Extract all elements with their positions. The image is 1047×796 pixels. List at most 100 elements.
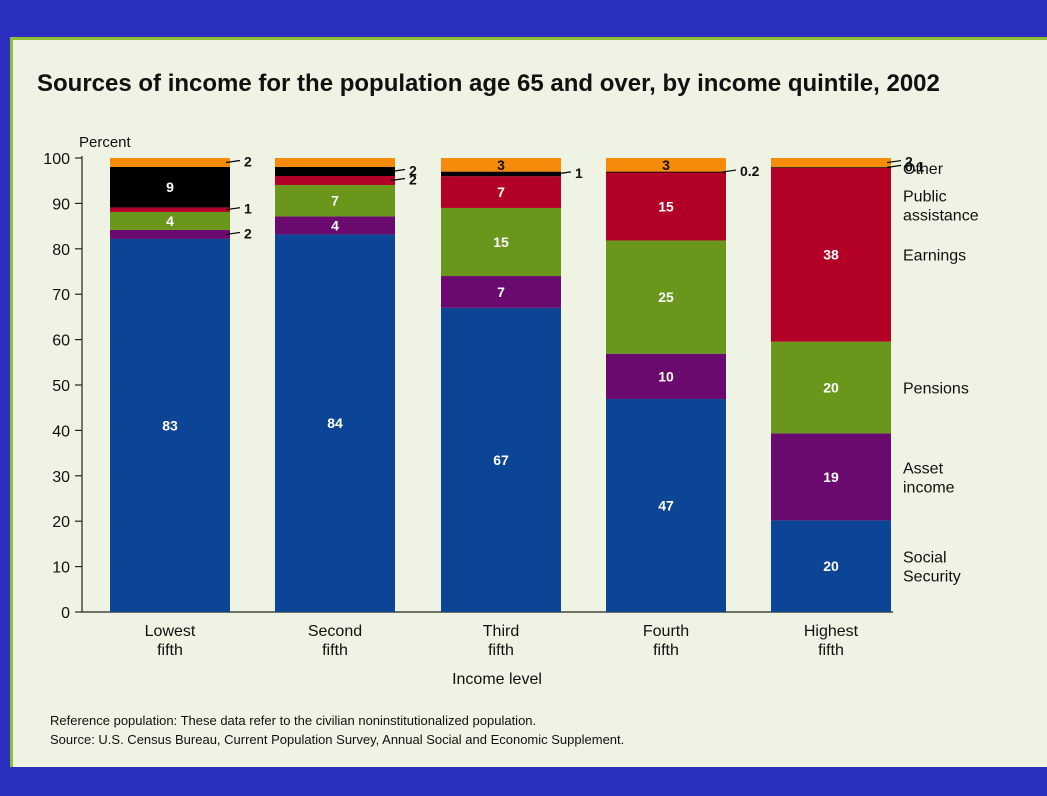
bar-segment [275,184,395,217]
bar-segment [275,216,395,235]
callouts [225,159,902,236]
bar-segment [110,158,230,167]
bar-segment [606,240,726,354]
bar-value-label: 2 [409,171,417,187]
bar-segment [606,399,726,612]
bar-segment [110,238,230,612]
y-tick-label: 10 [52,560,70,577]
callout-line [225,207,241,211]
bar-value-label: 4 [166,213,174,229]
bar-value-label: 15 [658,198,674,214]
x-category-label: Second fifth [308,623,362,659]
bar-value-label: 47 [658,498,674,514]
bar-value-label: 25 [658,289,674,305]
y-tick-label: 40 [52,423,70,440]
y-tick-label: 100 [43,151,70,168]
callout-line [721,169,737,173]
bar-segment [771,433,891,521]
bars [110,158,891,613]
bar-value-label: 3 [497,157,505,173]
bar-value-label: 1 [244,201,252,217]
bar-segment [441,176,561,208]
bar-segment [441,158,561,172]
bar-segment [275,166,395,176]
bar-segment [606,172,726,241]
bar-value-label: 0.2 [740,163,760,179]
bar-segment [771,167,891,168]
callout-line [225,231,241,236]
bar-value-label: 7 [497,184,505,200]
bar-value-label: 2 [409,162,417,178]
x-category-label: Third fifth [483,623,519,659]
bar-labels: 832419284472267715713471025150.232019203… [162,153,924,574]
bar-value-label: 84 [327,415,343,431]
x-axis-title: Income level [452,671,542,688]
bar-segment [110,229,230,239]
bar-value-label: 20 [823,558,839,574]
y-tick-label: 70 [52,287,70,304]
bar-segment [275,158,395,167]
bar-segment [771,167,891,342]
reference-note: Reference population: These data refer t… [50,713,537,728]
bar-segment [441,207,561,277]
y-tick-label: 0 [61,605,70,622]
bar-value-label: 20 [823,380,839,396]
x-category-label: Fourth fifth [643,623,689,659]
y-tick-label: 20 [52,514,70,531]
bar-value-label: 38 [823,247,839,263]
callout-line [556,171,572,175]
x-category-label: Lowest fifth [145,623,196,659]
bar-segment [110,211,230,230]
bar-segment [606,158,726,172]
bar-value-label: 19 [823,469,839,485]
bar-segment [771,158,891,168]
bar-value-label: 15 [493,234,509,250]
bar-segment [275,234,395,613]
callout-line [886,164,902,168]
legend-entry: Earnings [903,248,966,265]
y-axis-title: Percent [79,134,132,151]
axes: 0 10 20 30 40 50 60 70 80 90 100 Percent Income leve… [43,134,893,688]
callout-line [886,159,902,164]
bar-segment [771,520,891,612]
bar-segment [441,171,561,177]
bar-value-label: 3 [662,157,670,173]
callout-line [225,159,241,164]
bar-value-label: 83 [162,417,178,433]
bar-segment [110,207,230,212]
bar-segment [606,353,726,400]
bar-segment [771,341,891,434]
callout-line [390,168,406,173]
y-tick-label: 50 [52,378,70,395]
legend-entry: Social Security [903,550,961,586]
chart-title: Sources of income for the population age… [37,70,940,97]
legend-entry: Other [903,161,944,178]
bar-value-label: 2 [905,154,913,170]
bar-value-label: 4 [331,217,339,233]
bar-value-label: 10 [658,368,674,384]
bar-value-label: 2 [244,225,252,241]
legend-entry: Pensions [903,381,969,398]
bar-segment [441,276,561,308]
bar-value-label: 7 [497,284,505,300]
x-category-label: Highest fifth [804,623,859,659]
bar-value-label: 1 [575,165,583,181]
callout-line [390,177,406,182]
bar-segment [441,307,561,612]
bar-value-label: 0.1 [905,158,925,174]
y-tick-label: 60 [52,333,70,350]
y-tick-label: 80 [52,242,70,259]
source-note: Source: U.S. Census Bureau, Current Popu… [50,732,625,747]
bar-segment [275,175,395,185]
footnotes: Reference population: These data refer t… [50,711,624,749]
bar-value-label: 2 [244,153,252,169]
legend: Social Security Asset income Pensions Earning… [903,161,979,586]
legend-entry: Public assistance [903,189,979,225]
bar-value-label: 67 [493,452,509,468]
bar-segment [606,171,726,173]
bar-value-label: 9 [166,179,174,195]
bar-value-label: 7 [331,193,339,209]
legend-entry: Asset income [903,460,955,496]
y-tick-label: 30 [52,469,70,486]
